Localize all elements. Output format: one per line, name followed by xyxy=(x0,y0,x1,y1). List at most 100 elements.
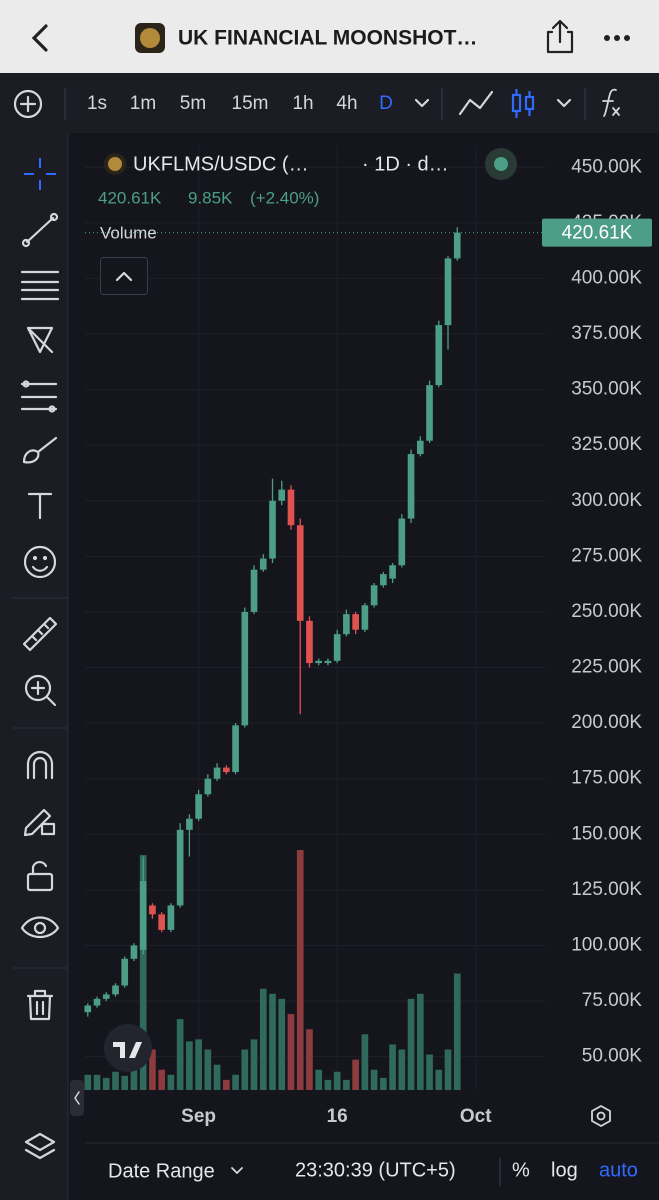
visibility-tool[interactable] xyxy=(20,916,60,939)
y-tick-label: 450.00K xyxy=(571,156,642,177)
volume-bar xyxy=(453,973,461,1090)
candle-body xyxy=(453,232,461,259)
trend-line-tool[interactable] xyxy=(21,212,59,248)
candle-body xyxy=(232,725,239,773)
candle-body xyxy=(149,905,156,915)
volume-bar xyxy=(186,1041,193,1090)
volume-bar xyxy=(426,1054,433,1090)
pattern-tool[interactable] xyxy=(26,326,54,354)
ruler-tool[interactable] xyxy=(22,616,58,652)
volume-bar xyxy=(204,1049,212,1090)
volume-bar xyxy=(93,1074,101,1090)
candle-body xyxy=(278,489,286,501)
delete-tool[interactable] xyxy=(26,989,54,1021)
lock-tool[interactable] xyxy=(26,860,54,892)
volume-bar xyxy=(149,1049,156,1090)
tradingview-logo[interactable] xyxy=(104,1024,152,1072)
interval-dropdown[interactable] xyxy=(414,98,430,108)
volume-bar xyxy=(223,1079,230,1090)
symbol-name: UKFLMS/USDC (… xyxy=(133,153,309,175)
date-range-dropdown xyxy=(231,1167,243,1174)
candle-body xyxy=(389,565,396,579)
interval-group: 1s 1m 5m 15m 1h 4h D xyxy=(87,93,393,114)
interval-button[interactable]: 1s xyxy=(87,93,107,114)
volume-bar xyxy=(158,1069,165,1090)
interval-button[interactable]: D xyxy=(379,93,393,114)
last-price-label: 420.61K xyxy=(562,223,633,244)
symbol-logo-mark xyxy=(108,157,122,171)
interval-button[interactable]: 1m xyxy=(130,93,156,114)
collapse-legend-button[interactable] xyxy=(100,257,148,295)
settings-button[interactable] xyxy=(591,1105,611,1127)
volume-bar xyxy=(324,1079,332,1090)
volume-bar xyxy=(407,998,415,1090)
candle-body xyxy=(259,558,267,570)
volume-bar xyxy=(167,1074,175,1090)
drawing-toolbar xyxy=(0,133,68,1200)
candle-chart-button[interactable] xyxy=(511,89,535,118)
candle-body xyxy=(380,574,387,586)
y-tick-label: 375.00K xyxy=(571,323,642,344)
volume-bar xyxy=(444,1049,452,1090)
indicators-button[interactable] xyxy=(602,88,620,117)
add-symbol-button[interactable] xyxy=(13,89,43,119)
nav-bar xyxy=(0,0,659,73)
more-button[interactable] xyxy=(604,35,630,41)
date-range-button[interactable]: Date Range xyxy=(108,1160,215,1182)
crosshair-tool[interactable] xyxy=(24,158,56,190)
token-logo-mark xyxy=(140,28,160,48)
back-button[interactable] xyxy=(31,24,48,52)
candle-body xyxy=(102,994,110,999)
line-chart-button[interactable] xyxy=(458,90,494,116)
candle-body xyxy=(121,958,129,986)
candle-body xyxy=(306,620,313,664)
market-status-dot xyxy=(494,157,508,171)
volume-bar xyxy=(102,1077,110,1090)
interval-button[interactable]: 1h xyxy=(292,93,313,114)
x-tick-label: 16 xyxy=(327,1106,348,1127)
candle-body xyxy=(186,818,193,830)
y-tick-label: 400.00K xyxy=(571,267,642,288)
y-tick-label: 175.00K xyxy=(571,768,642,789)
magnet-tool[interactable] xyxy=(26,750,54,780)
candle-body xyxy=(426,385,433,441)
zoom-tool[interactable] xyxy=(24,674,57,707)
volume-bar xyxy=(306,1029,313,1090)
lock-drawing-tool[interactable] xyxy=(23,808,56,837)
brush-tool[interactable] xyxy=(22,436,58,464)
interval-button[interactable]: 5m xyxy=(180,93,206,114)
layers-button[interactable] xyxy=(24,1132,56,1160)
interval-button[interactable]: 4h xyxy=(336,93,357,114)
last-price: 420.61K xyxy=(98,188,162,207)
candle-body xyxy=(204,778,212,795)
volume-bar xyxy=(241,1049,249,1090)
y-tick-label: 150.00K xyxy=(571,823,642,844)
collapse-toolbar[interactable] xyxy=(70,1080,84,1116)
candle-body xyxy=(333,634,341,661)
y-tick-label: 50.00K xyxy=(582,1046,643,1067)
x-tick-label: Oct xyxy=(460,1106,492,1127)
volume-bar xyxy=(176,1019,184,1090)
volume-bar xyxy=(121,1075,129,1090)
candle-body xyxy=(93,998,101,1006)
emoji-tool[interactable] xyxy=(23,545,57,579)
percent-toggle[interactable]: % xyxy=(512,1159,530,1181)
chart-type-dropdown[interactable] xyxy=(556,98,572,108)
text-tool[interactable] xyxy=(27,492,53,520)
volume-bar xyxy=(389,1044,396,1090)
log-toggle[interactable]: log xyxy=(551,1159,578,1181)
candle-body xyxy=(176,829,184,906)
price-change: 9.85K xyxy=(188,188,233,207)
candle-body xyxy=(269,500,276,559)
share-button[interactable] xyxy=(546,19,574,54)
volume-bar xyxy=(232,1074,239,1090)
fib-tool[interactable] xyxy=(20,270,60,301)
auto-toggle[interactable]: auto xyxy=(599,1159,638,1181)
forecast-tool[interactable] xyxy=(20,380,58,413)
volume-bar xyxy=(287,1014,295,1090)
volume-bar xyxy=(84,1074,92,1090)
y-tick-label: 225.00K xyxy=(571,657,642,678)
interval-button[interactable]: 15m xyxy=(232,93,269,114)
volume-bar xyxy=(139,855,147,1090)
